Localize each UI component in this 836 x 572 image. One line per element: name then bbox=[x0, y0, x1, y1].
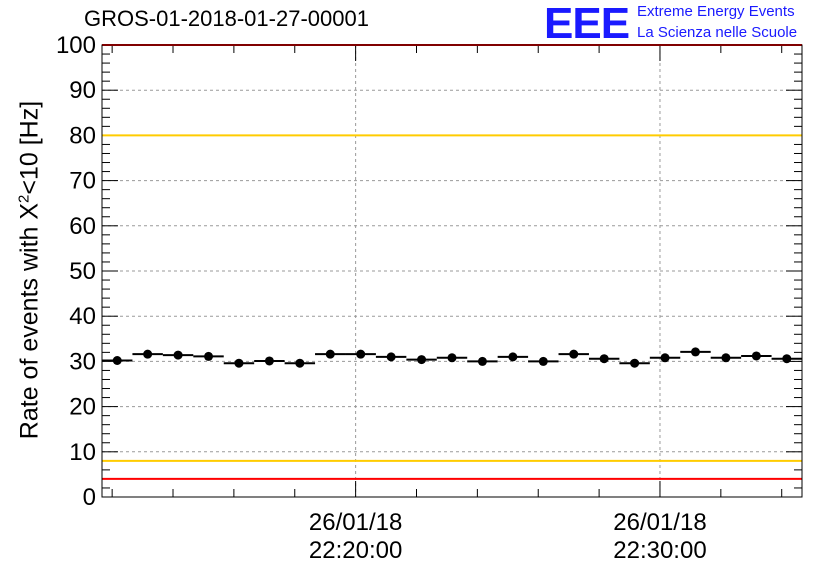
y-tick-label: 10 bbox=[69, 439, 96, 466]
x-tick-label-date: 26/01/18 bbox=[309, 509, 402, 536]
data-point bbox=[386, 352, 396, 362]
x-tick-label-time: 22:30:00 bbox=[613, 537, 706, 564]
x-tick-label-time: 22:20:00 bbox=[309, 537, 402, 564]
data-point bbox=[356, 349, 366, 359]
y-tick-label: 20 bbox=[69, 394, 96, 421]
data-point bbox=[295, 358, 305, 368]
x-tick-label-date: 26/01/18 bbox=[613, 509, 706, 536]
logo-line-2: La Scienza nelle Scuole bbox=[637, 24, 798, 41]
data-point bbox=[112, 355, 122, 365]
data-point bbox=[569, 349, 579, 359]
y-tick-label: 70 bbox=[69, 168, 96, 195]
plot-frame bbox=[101, 44, 803, 498]
data-point bbox=[234, 358, 244, 368]
eee-logo: EEE bbox=[544, 0, 630, 48]
data-point bbox=[508, 352, 518, 362]
y-tick-label: 80 bbox=[69, 122, 96, 149]
data-point bbox=[751, 351, 761, 361]
y-tick-label: 90 bbox=[69, 77, 96, 104]
data-point bbox=[599, 354, 609, 364]
y-tick-label: 60 bbox=[69, 213, 96, 240]
logo-line-1: Extreme Energy Events bbox=[637, 3, 795, 20]
data-point bbox=[173, 350, 183, 360]
data-point bbox=[447, 353, 457, 363]
data-point bbox=[417, 355, 427, 365]
y-tick-label: 40 bbox=[69, 303, 96, 330]
y-tick-label: 30 bbox=[69, 348, 96, 375]
data-point bbox=[325, 349, 335, 359]
data-point bbox=[204, 351, 214, 361]
y-tick-label: 0 bbox=[83, 484, 96, 511]
data-point bbox=[477, 356, 487, 366]
data-point bbox=[630, 358, 640, 368]
y-tick-label: 50 bbox=[69, 258, 96, 285]
data-point bbox=[782, 354, 792, 364]
y-tick-label: 100 bbox=[56, 32, 96, 59]
data-point bbox=[143, 349, 153, 359]
data-point bbox=[264, 356, 274, 366]
chart-title: GROS-01-2018-01-27-00001 bbox=[84, 6, 369, 31]
data-point bbox=[538, 356, 548, 366]
data-point bbox=[660, 353, 670, 363]
data-point bbox=[690, 347, 700, 357]
data-point bbox=[721, 353, 731, 363]
